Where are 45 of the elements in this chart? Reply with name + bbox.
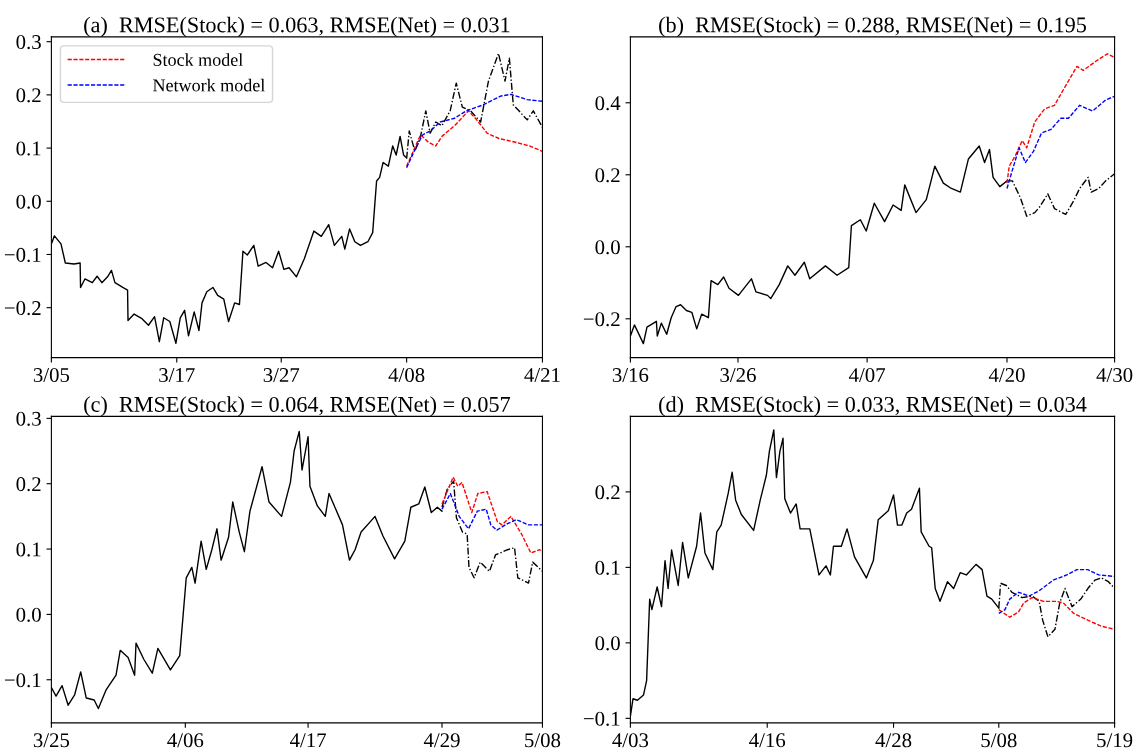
x-tick-label: 4/03 [612, 733, 649, 748]
y-tick-label: 0.0 [16, 194, 41, 209]
x-tick-label: 5/19 [1097, 733, 1133, 748]
x-tick-label: 4/20 [988, 368, 1025, 383]
y-tick-label: 0.0 [16, 607, 41, 622]
x-tick-label: 4/17 [289, 733, 326, 748]
y-tick-label: 0.1 [16, 141, 41, 156]
chart-title: (a) RMSE(Stock) = 0.063, RMSE(Net) = 0.031 [84, 16, 510, 37]
chart-title: (d) RMSE(Stock) = 0.033, RMSE(Net) = 0.034 [659, 396, 1087, 417]
y-tick-label: 0.1 [16, 542, 41, 557]
legend-label: Stock model [153, 53, 243, 66]
x-tick-label: 3/27 [263, 368, 300, 383]
y-tick-label: 0.1 [595, 560, 620, 575]
y-tick-label: 0.3 [16, 411, 41, 426]
y-tick-label: 0.0 [595, 636, 620, 651]
y-tick-label: 0.2 [16, 477, 41, 492]
x-tick-label: 3/17 [159, 368, 195, 383]
x-tick-label: 3/05 [33, 368, 70, 383]
y-tick-label: −0.2 [583, 312, 620, 327]
chart-title: (c) RMSE(Stock) = 0.064, RMSE(Net) = 0.057 [84, 396, 511, 417]
x-tick-label: 3/26 [720, 368, 756, 383]
y-tick-label: −0.1 [4, 673, 41, 688]
x-tick-label: 4/21 [524, 368, 560, 383]
y-tick-label: 0.2 [595, 168, 620, 183]
y-tick-label: 0.0 [595, 240, 620, 255]
x-tick-label: 5/08 [981, 733, 1017, 748]
x-tick-label: 4/08 [388, 368, 425, 383]
y-tick-label: 0.2 [16, 88, 41, 103]
x-tick-label: 4/30 [1096, 368, 1133, 383]
x-tick-label: 4/16 [749, 733, 786, 748]
y-tick-label: 0.4 [595, 96, 621, 111]
x-tick-label: 3/16 [612, 368, 649, 383]
y-tick-label: 0.3 [16, 35, 41, 50]
x-tick-label: 4/06 [167, 733, 204, 748]
y-tick-label: 0.2 [595, 485, 620, 500]
x-tick-label: 4/07 [849, 368, 886, 383]
y-tick-label: −0.1 [4, 247, 41, 262]
x-tick-label: 4/29 [423, 733, 460, 748]
chart-title: (b) RMSE(Stock) = 0.288, RMSE(Net) = 0.195 [659, 16, 1086, 37]
x-tick-label: 5/08 [525, 733, 561, 748]
y-tick-label: −0.2 [4, 301, 41, 316]
y-tick-label: −0.1 [583, 711, 620, 726]
x-tick-label: 4/28 [875, 733, 912, 748]
legend-label: Network model [153, 78, 265, 92]
x-tick-label: 3/25 [33, 733, 70, 748]
